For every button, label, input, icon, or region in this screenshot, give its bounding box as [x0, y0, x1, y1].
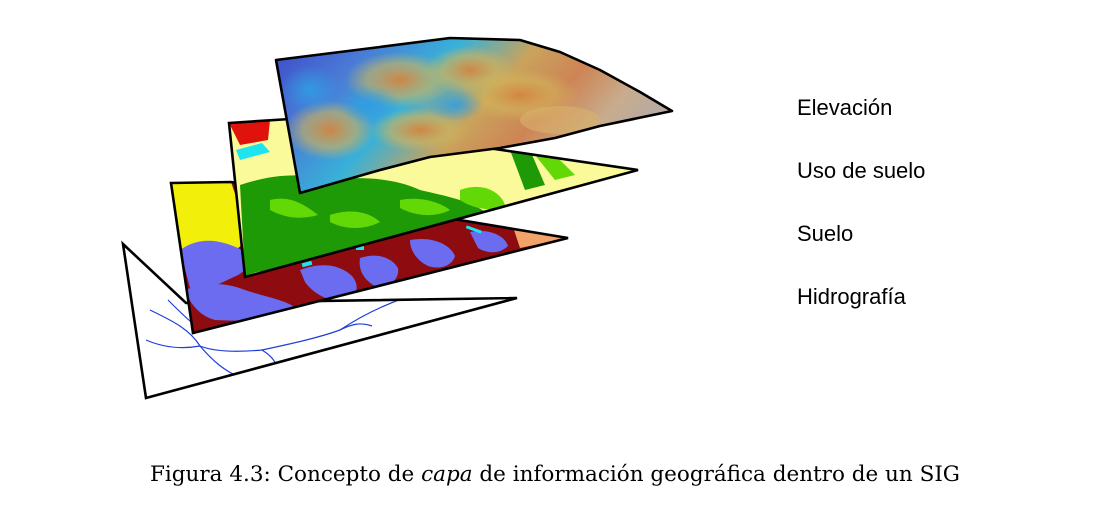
elevacion-outline	[274, 36, 674, 195]
label-hidrografia: Hidrografía	[797, 284, 906, 309]
caption-prefix: Figura 4.3: Concepto de	[150, 462, 422, 487]
hidrografia-sheet	[123, 244, 517, 398]
layer-elevacion	[274, 36, 674, 195]
label-elevacion: Elevación	[797, 95, 893, 120]
soil-units	[171, 182, 568, 321]
caption-emphasis: capa	[421, 462, 473, 487]
hidrografia-outline	[121, 240, 518, 400]
suelo-outline	[169, 180, 569, 335]
terrain-relief	[280, 46, 600, 160]
caption-suffix: de información geográfica dentro de un S…	[472, 462, 960, 487]
land-use-units	[229, 120, 575, 277]
label-suelo: Suelo	[797, 221, 854, 246]
figure-caption: Figura 4.3: Concepto de capa de informac…	[0, 462, 1110, 487]
label-uso-de-suelo: Uso de suelo	[797, 158, 926, 183]
uso-suelo-outline	[227, 117, 639, 279]
